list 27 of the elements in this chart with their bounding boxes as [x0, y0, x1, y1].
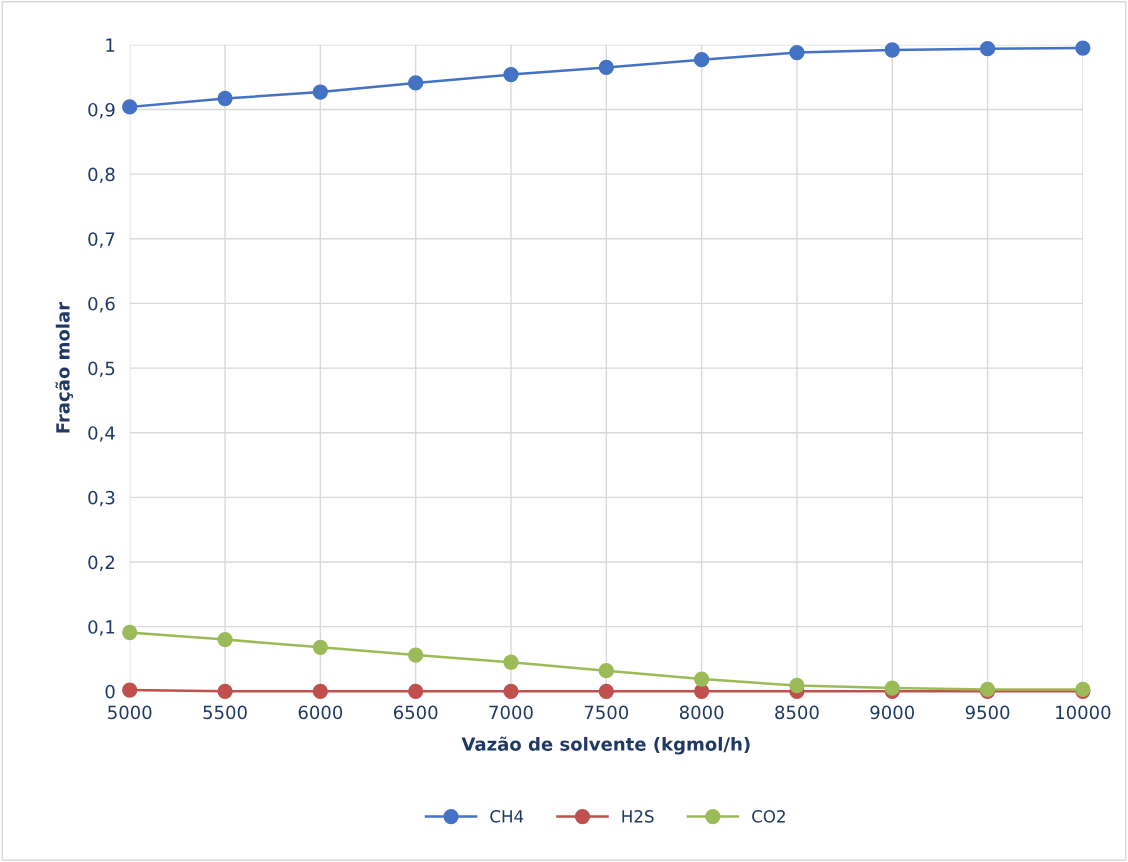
- y-tick-label: 0,1: [88, 620, 115, 636]
- y-tick-label: 0,5: [88, 361, 115, 378]
- x-tick-label: 8000: [679, 705, 724, 720]
- legend-label: CO2: [752, 810, 785, 823]
- y-tick-label: 0,8: [88, 167, 115, 184]
- y-tick-label: 0,3: [88, 490, 115, 507]
- x-tick-label: 6500: [393, 705, 438, 720]
- y-tick-label: 0,4: [88, 426, 115, 442]
- y-tick-label: 0: [105, 684, 115, 699]
- y-axis-title: Fração molar: [55, 301, 74, 433]
- x-tick-label: 5500: [203, 705, 247, 720]
- legend-label: CH4: [490, 810, 524, 823]
- y-tick-label: 0,9: [88, 102, 115, 119]
- x-tick-label: 8500: [775, 705, 819, 720]
- x-axis-title: Vazão de solvente (kgmol/h): [461, 736, 750, 755]
- x-tick-label: 7500: [584, 705, 629, 720]
- x-tick-label: 9000: [870, 705, 915, 720]
- y-tick-label: 1: [106, 38, 115, 52]
- y-tick-label: 0,6: [88, 296, 115, 313]
- x-tick-label: 10000: [1056, 705, 1111, 720]
- x-tick-label: 6000: [298, 705, 343, 720]
- y-tick-label: 0,2: [88, 555, 115, 571]
- x-tick-label: 5000: [108, 705, 152, 720]
- x-tick-label: 9500: [965, 705, 1010, 720]
- x-tick-label: 7000: [489, 705, 533, 720]
- y-tick-label: 0,7: [88, 232, 115, 248]
- legend-label: H2S: [622, 810, 654, 823]
